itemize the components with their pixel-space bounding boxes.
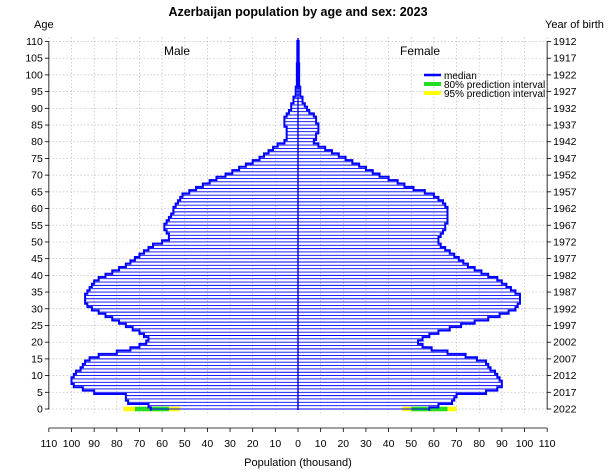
birth-year-tick-label: 1997 bbox=[553, 320, 577, 332]
right-axis-title: Year of birth bbox=[545, 19, 604, 31]
age-tick-label: 40 bbox=[31, 270, 43, 282]
age-tick-label: 90 bbox=[31, 103, 43, 115]
age-tick-label: 110 bbox=[26, 36, 43, 48]
age-tick-label: 65 bbox=[31, 186, 43, 198]
age-tick-label: 15 bbox=[31, 353, 43, 365]
age-tick-label: 100 bbox=[25, 69, 43, 81]
birth-year-tick-label: 1992 bbox=[553, 303, 577, 315]
chart-title: Azerbaijan population by age and sex: 20… bbox=[168, 5, 427, 19]
x-tick-label: 80 bbox=[473, 438, 485, 450]
age-tick-label: 20 bbox=[31, 337, 43, 349]
birth-year-tick-label: 2012 bbox=[553, 370, 577, 382]
birth-year-tick-label: 1927 bbox=[553, 86, 577, 98]
x-tick-label: 20 bbox=[337, 438, 349, 450]
x-tick-label: 70 bbox=[451, 438, 463, 450]
birth-year-tick-label: 1962 bbox=[553, 203, 577, 215]
birth-year-tick-label: 2002 bbox=[553, 337, 577, 349]
age-tick-label: 95 bbox=[31, 86, 43, 98]
birth-year-tick-label: 2022 bbox=[553, 404, 577, 416]
birth-year-tick-label: 1967 bbox=[553, 220, 577, 232]
age-tick-label: 25 bbox=[31, 320, 43, 332]
age-tick-label: 10 bbox=[31, 370, 43, 382]
x-tick-label: 40 bbox=[383, 438, 395, 450]
birth-year-tick-label: 1932 bbox=[553, 103, 577, 115]
x-tick-label: 30 bbox=[224, 438, 236, 450]
birth-year-tick-label: 1982 bbox=[553, 270, 577, 282]
age-tick-label: 80 bbox=[31, 136, 43, 148]
x-tick-label: 70 bbox=[134, 438, 146, 450]
x-tick-label: 20 bbox=[247, 438, 259, 450]
female-label: Female bbox=[400, 44, 440, 58]
x-tick-label: 100 bbox=[516, 438, 534, 450]
birth-year-tick-label: 1917 bbox=[553, 53, 577, 65]
birth-year-tick-label: 1972 bbox=[553, 236, 577, 248]
age-tick-label: 30 bbox=[31, 303, 43, 315]
axis-ticks: 0 2022 5 2017 10 2012 15 2007 20 2002 25 1997 30 1992… bbox=[25, 36, 576, 450]
x-tick-label: 90 bbox=[88, 438, 100, 450]
birth-year-tick-label: 1937 bbox=[553, 120, 577, 132]
x-tick-label: 100 bbox=[63, 438, 81, 450]
birth-year-tick-label: 1952 bbox=[553, 170, 577, 182]
birth-year-tick-label: 1922 bbox=[553, 69, 577, 81]
x-axis-title: Population (thousand) bbox=[244, 457, 352, 469]
age-tick-label: 70 bbox=[31, 170, 43, 182]
birth-year-tick-label: 1912 bbox=[553, 36, 577, 48]
age-tick-label: 50 bbox=[31, 236, 43, 248]
age-tick-label: 85 bbox=[31, 120, 43, 132]
age-tick-label: 105 bbox=[25, 53, 43, 65]
birth-year-tick-label: 2007 bbox=[553, 353, 577, 365]
legend: median 80% prediction interval 95% predi… bbox=[424, 71, 545, 100]
male-median-outline bbox=[70, 39, 299, 411]
age-tick-label: 0 bbox=[37, 404, 43, 416]
legend-pi95-label: 95% prediction interval bbox=[444, 89, 545, 100]
x-tick-label: 60 bbox=[428, 438, 440, 450]
birth-year-tick-label: 1942 bbox=[553, 136, 577, 148]
legend-median-label: median bbox=[444, 71, 477, 82]
x-tick-label: 80 bbox=[111, 438, 123, 450]
age-tick-label: 60 bbox=[31, 203, 43, 215]
x-tick-label: 10 bbox=[270, 438, 282, 450]
left-axis-title: Age bbox=[34, 19, 54, 31]
birth-year-tick-label: 1947 bbox=[553, 153, 577, 165]
x-tick-label: 50 bbox=[405, 438, 417, 450]
age-tick-label: 55 bbox=[31, 220, 43, 232]
legend-pi80-label: 80% prediction interval bbox=[444, 80, 545, 91]
female-median-outline bbox=[297, 39, 521, 411]
x-tick-label: 40 bbox=[202, 438, 214, 450]
male-label: Male bbox=[164, 44, 190, 58]
birth-year-tick-label: 2017 bbox=[553, 387, 577, 399]
age-tick-label: 35 bbox=[31, 287, 43, 299]
x-tick-label: 90 bbox=[496, 438, 508, 450]
birth-year-tick-label: 1957 bbox=[553, 186, 577, 198]
x-tick-label: 60 bbox=[156, 438, 168, 450]
birth-year-tick-label: 1987 bbox=[553, 287, 577, 299]
x-tick-label: 0 bbox=[295, 438, 301, 450]
birth-year-tick-label: 1977 bbox=[553, 253, 577, 265]
x-tick-label: 10 bbox=[315, 438, 327, 450]
x-tick-label: 110 bbox=[539, 438, 556, 450]
x-tick-label: 110 bbox=[40, 438, 57, 450]
age-tick-label: 45 bbox=[31, 253, 43, 265]
population-bars bbox=[70, 39, 521, 411]
age-tick-label: 75 bbox=[31, 153, 43, 165]
x-tick-label: 30 bbox=[360, 438, 372, 450]
x-tick-label: 50 bbox=[179, 438, 191, 450]
age-tick-label: 5 bbox=[37, 387, 43, 399]
